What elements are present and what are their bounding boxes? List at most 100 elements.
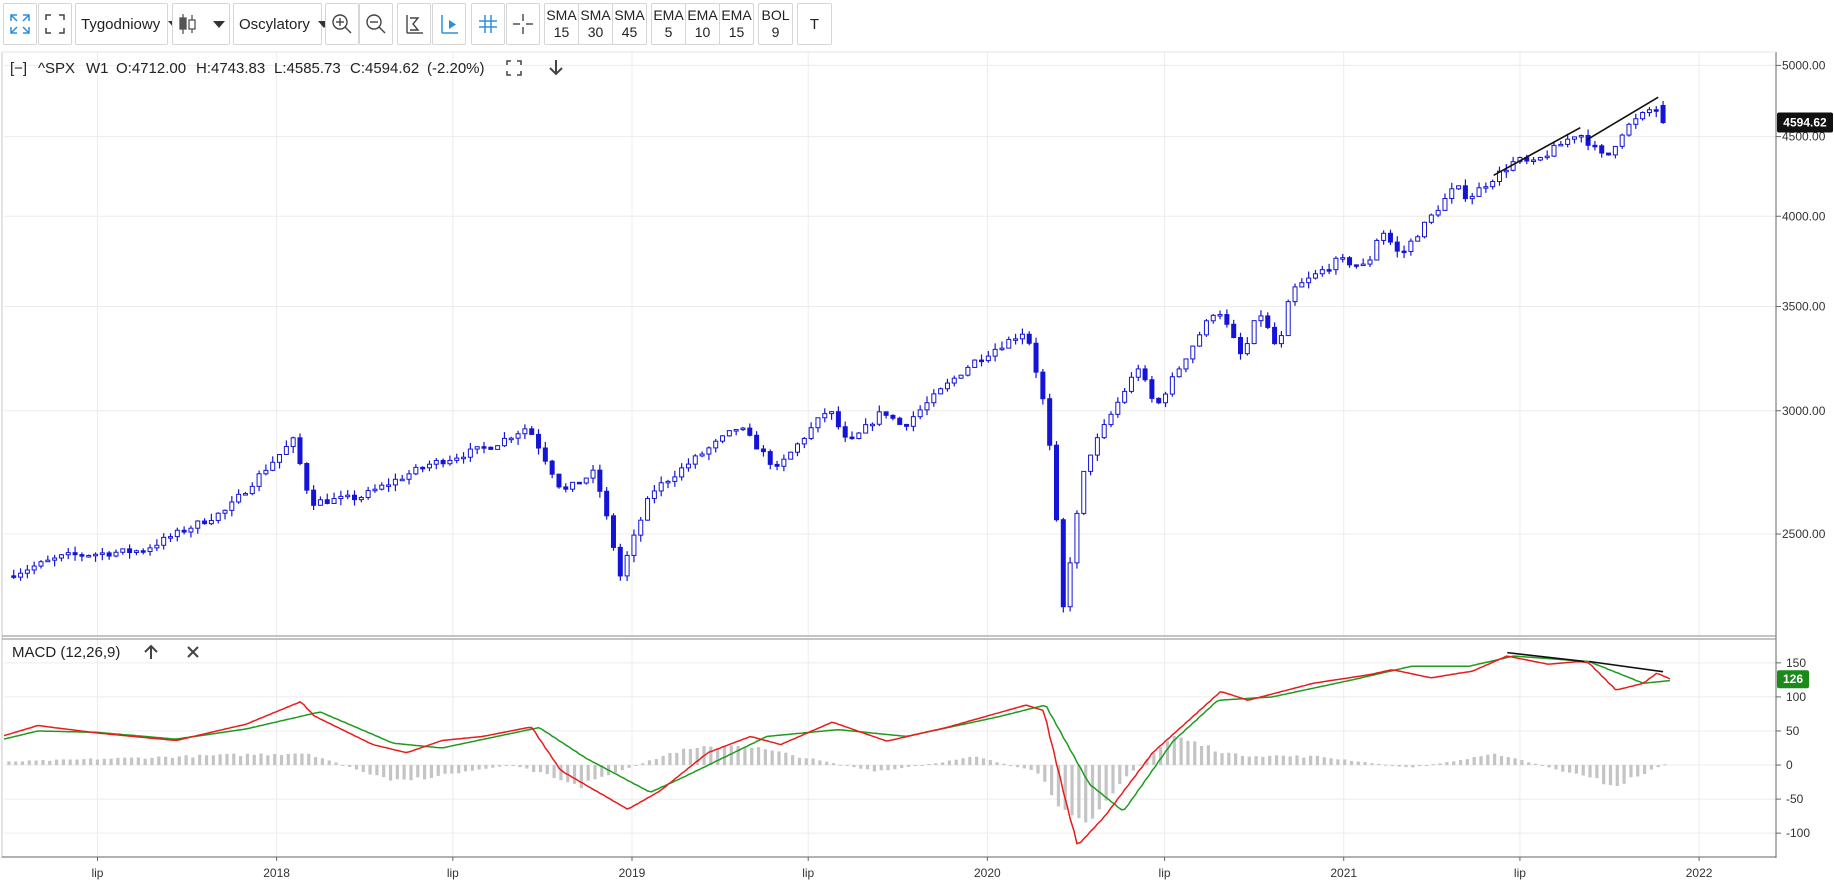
candle — [1122, 388, 1128, 404]
histogram-bar — [804, 758, 808, 766]
chart-area[interactable]: 5000.00 4500.00 4000.00 3500.00 3000.00 2500.… — [0, 50, 1834, 888]
price-tick-label: 3000.00 — [1782, 404, 1826, 418]
zoom-in-button[interactable] — [325, 3, 359, 45]
candle-body — [277, 454, 283, 463]
histogram-bar — [375, 765, 379, 776]
histogram-bar — [198, 754, 202, 766]
histogram-bar — [1383, 764, 1388, 766]
candle-body — [679, 467, 685, 478]
candle-body — [863, 424, 869, 434]
indicator-value: 5 — [664, 24, 673, 40]
trendline[interactable] — [1493, 126, 1581, 176]
indicator-button-ema-5[interactable]: EMA 5 — [651, 3, 686, 45]
candle-body — [488, 446, 494, 450]
close-value: C:4594.62 — [350, 60, 419, 77]
candle — [392, 473, 398, 492]
zoom-out-button[interactable] — [359, 3, 393, 45]
histogram-bar — [681, 748, 686, 766]
candle-body — [58, 554, 64, 559]
indicator-button-bol-9[interactable]: BOL 9 — [758, 3, 793, 45]
candle-body — [876, 411, 882, 425]
histogram-bar — [1029, 765, 1033, 770]
histogram-bar — [947, 760, 951, 766]
histogram-bar — [1602, 765, 1606, 785]
oscillators-dropdown[interactable]: Oscylatory — [233, 3, 330, 45]
histogram-bar — [716, 748, 720, 766]
fit-scale-button[interactable] — [397, 3, 431, 45]
histogram-bar — [1302, 757, 1306, 766]
trendline[interactable] — [1588, 660, 1664, 673]
close-icon — [187, 646, 199, 658]
crosshair-button[interactable] — [506, 3, 540, 45]
histogram-bar — [1452, 761, 1456, 766]
candle-body — [1496, 170, 1502, 182]
candle — [1367, 255, 1373, 267]
move-panel-down-button[interactable] — [549, 60, 563, 76]
candle-body — [570, 481, 576, 490]
indicator-button-sma-15[interactable]: SMA 15 — [544, 3, 579, 45]
grid-toggle-button[interactable] — [471, 3, 505, 45]
candle-body — [229, 501, 235, 511]
histogram-bar — [95, 759, 100, 766]
histogram-bar — [484, 765, 488, 769]
candle — [931, 389, 937, 407]
histogram-bar — [1445, 762, 1449, 766]
trendline[interactable] — [1507, 651, 1585, 663]
candle — [985, 350, 991, 363]
candle-body — [1408, 240, 1414, 252]
candle — [338, 490, 344, 506]
candle-body — [1394, 241, 1400, 252]
candle — [147, 544, 153, 556]
candle — [563, 483, 569, 493]
candle — [1496, 166, 1502, 186]
indicator-button-sma-30[interactable]: SMA 30 — [578, 3, 613, 45]
chart-type-dropdown[interactable] — [172, 3, 230, 45]
candle — [501, 432, 507, 447]
indicator-button-ema-15[interactable]: EMA 15 — [719, 3, 754, 45]
macd-last-marker: 126 — [1777, 670, 1809, 689]
candle — [270, 456, 276, 472]
candle — [433, 458, 439, 470]
collapse-panel-button[interactable]: [−] — [10, 60, 27, 77]
candle-body — [1156, 397, 1162, 404]
histogram-bar — [743, 747, 747, 766]
maximize-panel-button[interactable] — [506, 60, 522, 76]
candle — [692, 454, 698, 469]
candle — [1101, 419, 1107, 440]
histogram-bar — [1615, 765, 1619, 786]
histogram-bar — [1152, 753, 1156, 766]
candle-body — [236, 493, 242, 503]
histogram-bar — [1227, 752, 1231, 766]
candle-body — [1060, 519, 1066, 608]
histogram-bar — [1377, 763, 1381, 766]
candle — [379, 482, 385, 491]
histogram-bar — [1431, 764, 1435, 766]
histogram-bar — [1077, 765, 1081, 819]
scroll-to-end-button[interactable] — [432, 3, 466, 45]
fullscreen-button[interactable] — [38, 3, 72, 45]
candle-body — [86, 554, 92, 558]
candle — [1312, 269, 1318, 280]
candle — [590, 464, 596, 484]
candle-body — [420, 466, 426, 470]
histogram-bar — [450, 765, 454, 774]
text-tool-button[interactable]: T — [797, 3, 832, 45]
indicator-name: SMA — [580, 7, 611, 23]
close-panel-button[interactable] — [187, 646, 199, 658]
candle — [869, 422, 875, 431]
candle — [522, 424, 528, 439]
interval-dropdown[interactable]: Tygodniowy — [75, 3, 181, 45]
candle — [747, 423, 753, 437]
candle — [883, 411, 889, 419]
indicator-button-sma-45[interactable]: SMA 45 — [612, 3, 647, 45]
move-panel-up-button[interactable] — [144, 644, 158, 659]
expand-icon-button[interactable] — [3, 3, 37, 45]
text-tool-label: T — [809, 15, 820, 33]
oscillators-dropdown-label: Oscylatory — [239, 15, 310, 33]
candle-body — [658, 482, 664, 492]
trendline[interactable] — [1586, 96, 1659, 141]
candle — [1013, 333, 1019, 345]
indicator-button-ema-10[interactable]: EMA 10 — [685, 3, 720, 45]
candle — [236, 489, 242, 504]
candle — [1217, 310, 1223, 320]
